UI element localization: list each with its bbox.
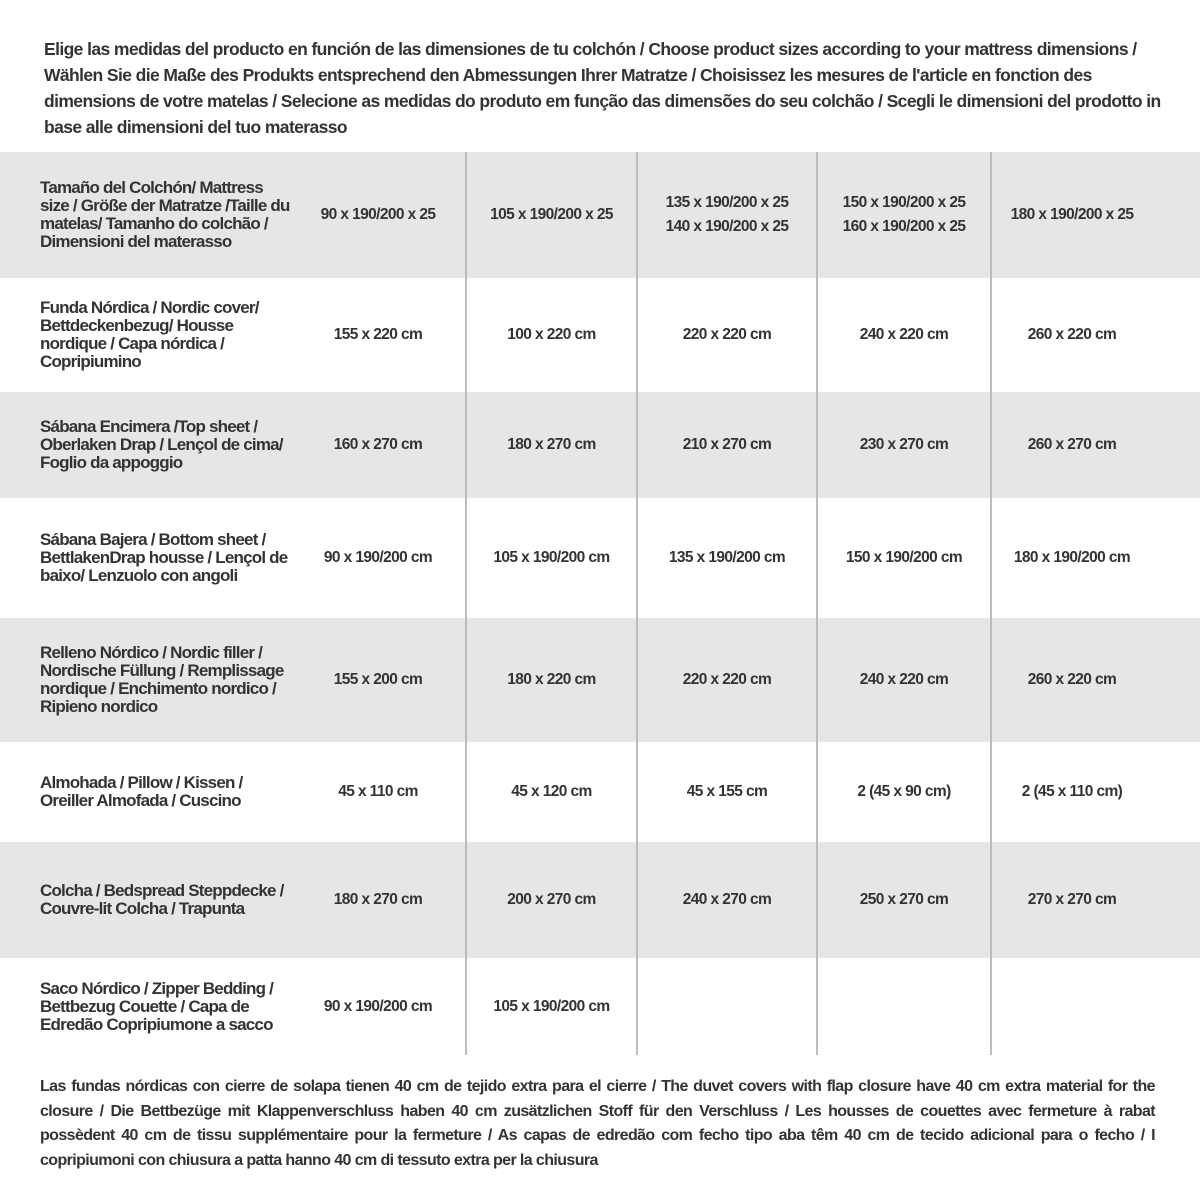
table-cell: 135 x 190/200 cm: [668, 549, 786, 566]
table-cell: 240 x 220 cm: [859, 326, 949, 343]
table-cell: 2 (45 x 110 cm): [1021, 783, 1123, 800]
table-cell: 260 x 270 cm: [1027, 436, 1117, 453]
table-row-bottom-sheet: Sábana Bajera / Bottom sheet / Bettlaken…: [0, 498, 1200, 618]
table-cell: 180 x 190/200 x 25: [1010, 206, 1134, 223]
intro-text: Elige las medidas del producto en funció…: [44, 39, 1161, 137]
size-table: Tamaño del Colchón/ Mattress size / Größ…: [0, 152, 1200, 1055]
table-cell: 210 x 270 cm: [682, 436, 772, 453]
table-cell: 45 x 110 cm: [338, 783, 418, 800]
table-cell: 150 x 190/200 cm: [845, 549, 963, 566]
column-divider: [816, 152, 818, 1055]
table-cell: 90 x 190/200 cm: [323, 549, 433, 566]
column-divider: [990, 152, 992, 1055]
table-cell: [991, 958, 1153, 1055]
table-row-pillow: Almohada / Pillow / Kissen / Oreiller Al…: [0, 742, 1200, 842]
table-cell: 160 x 270 cm: [333, 436, 423, 453]
row-label: Relleno Nórdico / Nordic filler / Nordis…: [40, 643, 284, 716]
row-label: Sábana Bajera / Bottom sheet / Bettlaken…: [40, 530, 288, 585]
table-cell: 155 x 220 cm: [333, 326, 423, 343]
table-row-mattress-size: Tamaño del Colchón/ Mattress size / Größ…: [0, 152, 1200, 278]
table-cell: 180 x 190/200 cm: [1013, 549, 1131, 566]
table-cell: 260 x 220 cm: [1027, 326, 1117, 343]
table-cell: 135 x 190/200 x 25 140 x 190/200 x 25: [665, 194, 789, 235]
table-row-bedspread: Colcha / Bedspread Steppdecke / Couvre-l…: [0, 842, 1200, 958]
table-cell: 270 x 270 cm: [1027, 891, 1117, 908]
table-cell: 105 x 190/200 cm: [493, 549, 610, 566]
table-cell: 240 x 220 cm: [859, 671, 949, 688]
table-cell: 240 x 270 cm: [682, 891, 772, 908]
table-cell: 200 x 270 cm: [507, 891, 596, 908]
row-label: Saco Nórdico / Zipper Bedding / Bettbezu…: [40, 978, 274, 1034]
table-cell: 180 x 220 cm: [507, 671, 596, 688]
row-label: Tamaño del Colchón/ Mattress size / Größ…: [40, 178, 290, 251]
table-row-nordic-cover: Funda Nórdica / Nordic cover/ Bettdecken…: [0, 278, 1200, 392]
table-cell: 230 x 270 cm: [859, 436, 949, 453]
table-cell: 2 (45 x 90 cm): [857, 783, 951, 800]
table-cell: 105 x 190/200 cm: [493, 997, 610, 1015]
table-cell: 180 x 270 cm: [507, 436, 596, 453]
row-label: Funda Nórdica / Nordic cover/ Bettdecken…: [40, 298, 259, 371]
row-label: Almohada / Pillow / Kissen / Oreiller Al…: [40, 773, 243, 810]
table-cell: 90 x 190/200 cm: [323, 997, 433, 1015]
table-cell: 100 x 220 cm: [507, 326, 596, 343]
table-row-top-sheet: Sábana Encimera /Top sheet / Oberlaken D…: [0, 392, 1200, 498]
table-cell: 45 x 120 cm: [511, 783, 592, 800]
table-cell: 150 x 190/200 x 25 160 x 190/200 x 25: [842, 194, 966, 235]
column-divider: [636, 152, 638, 1055]
footnote: Las fundas nórdicas con cierre de solapa…: [40, 1078, 1156, 1169]
table-row-zipper-bedding: Saco Nórdico / Zipper Bedding / Bettbezu…: [0, 958, 1200, 1055]
table-cell: 45 x 155 cm: [686, 783, 768, 800]
table-cell: [637, 958, 817, 1055]
table-cell: 90 x 190/200 x 25: [320, 206, 436, 223]
table-cell: 220 x 220 cm: [682, 326, 772, 343]
table-cell: 260 x 220 cm: [1027, 671, 1117, 688]
row-label: Sábana Encimera /Top sheet / Oberlaken D…: [40, 417, 284, 472]
table-cell: 220 x 220 cm: [682, 671, 772, 688]
table-cell: 180 x 270 cm: [333, 891, 423, 908]
table-cell: [817, 958, 991, 1055]
table-cell: 250 x 270 cm: [859, 891, 949, 908]
table-row-nordic-filler: Relleno Nórdico / Nordic filler / Nordis…: [0, 618, 1200, 742]
table-cell: 155 x 200 cm: [333, 671, 423, 688]
table-cell: 105 x 190/200 x 25: [490, 206, 613, 223]
column-divider: [465, 152, 467, 1055]
row-label: Colcha / Bedspread Steppdecke / Couvre-l…: [40, 881, 284, 918]
